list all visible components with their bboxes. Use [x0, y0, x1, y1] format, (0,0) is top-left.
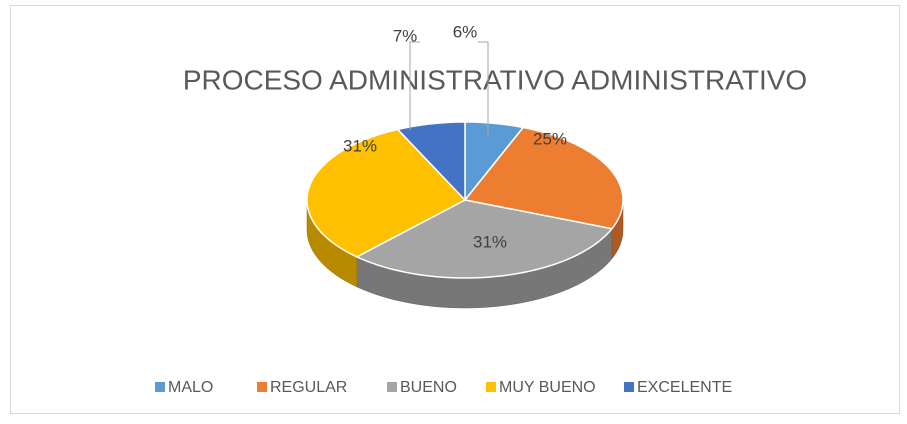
- pie-slice: [463, 126, 624, 230]
- legend-label: MUY BUENO: [499, 379, 596, 396]
- pie-slice: [306, 128, 467, 258]
- data-label: 25%: [533, 129, 567, 148]
- legend-label: BUENO: [400, 379, 457, 396]
- pie-slice: [355, 199, 614, 279]
- legend-swatch: [486, 382, 496, 392]
- data-label: 7%: [393, 26, 418, 45]
- data-label: 6%: [453, 22, 478, 41]
- pie-tops: [306, 121, 624, 279]
- data-label: 31%: [343, 136, 377, 155]
- pie-slice: [464, 121, 525, 203]
- data-label: 31%: [473, 232, 507, 251]
- legend-label: REGULAR: [270, 379, 347, 396]
- leader-line: [409, 41, 420, 130]
- pie-slice: [396, 121, 466, 202]
- legend-swatch: [624, 382, 634, 392]
- leader-line: [478, 41, 489, 135]
- legend-label: EXCELENTE: [637, 379, 732, 396]
- legend-label: MALO: [168, 379, 213, 396]
- legend-swatch: [155, 382, 165, 392]
- legend-swatch: [257, 382, 267, 392]
- chart-title: PROCESO ADMINISTRATIVO ADMINISTRATIVO: [183, 64, 807, 95]
- legend-swatch: [387, 382, 397, 392]
